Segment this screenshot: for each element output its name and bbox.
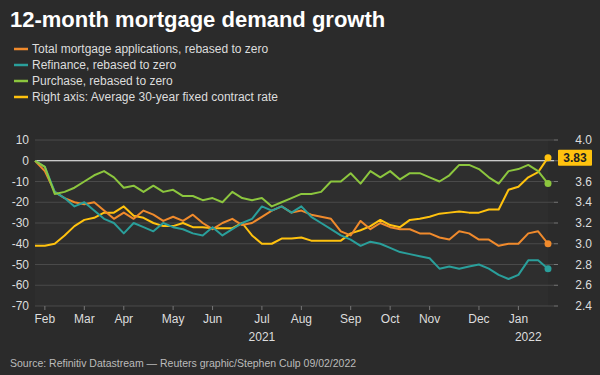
grid-line: [35, 243, 554, 244]
y2-tick: [554, 160, 558, 161]
y-tick-label: -20: [12, 195, 30, 209]
grid-line: [35, 306, 554, 307]
legend-label: Total mortgage applications, rebased to …: [32, 42, 268, 56]
series-line: [35, 161, 548, 246]
year-label: 2022: [515, 330, 542, 344]
y2-tick: [554, 202, 558, 203]
x-tick: [390, 306, 391, 310]
x-tick-label: Feb: [35, 312, 56, 326]
y2-tick-label: 3.6: [575, 175, 592, 189]
y2-tick: [554, 285, 558, 286]
end-marker: [545, 180, 552, 187]
x-tick: [44, 306, 45, 310]
end-marker: [545, 265, 552, 272]
series-line: [35, 158, 548, 246]
x-tick: [212, 306, 213, 310]
x-tick-label: Jul: [254, 312, 269, 326]
end-marker: [545, 240, 552, 247]
y2-tick-label: 2.4: [575, 299, 592, 313]
legend-swatch: [14, 48, 28, 51]
zero-line: [35, 160, 554, 161]
x-tick: [301, 306, 302, 310]
y-tick-label: -60: [12, 278, 30, 292]
x-tick-label: Sep: [340, 312, 362, 326]
year-label: 2021: [249, 330, 276, 344]
series-line: [35, 161, 548, 207]
x-tick: [84, 306, 85, 310]
series-line: [35, 161, 548, 279]
x-tick-label: Dec: [468, 312, 489, 326]
y2-tick: [554, 181, 558, 182]
legend-label: Right axis: Average 30-year fixed contra…: [32, 90, 278, 104]
y-tick-label: -40: [12, 237, 30, 251]
y2-tick-label: 2.8: [575, 258, 592, 272]
legend: Total mortgage applications, rebased to …: [14, 42, 278, 104]
grid-line: [35, 140, 554, 141]
grid-line: [35, 181, 554, 182]
x-tick: [518, 306, 519, 310]
x-tick-label: Apr: [114, 312, 133, 326]
x-tick: [350, 306, 351, 310]
x-tick-label: Jan: [509, 312, 528, 326]
marks: [35, 158, 548, 279]
legend-swatch: [14, 64, 28, 67]
background: [0, 0, 600, 375]
y-tick-label: -30: [12, 216, 30, 230]
x-tick: [123, 306, 124, 310]
x-tick-label: May: [162, 312, 185, 326]
y2-tick-label: 4.0: [575, 133, 592, 147]
x-tick-label: Aug: [291, 312, 312, 326]
y2-tick: [554, 223, 558, 224]
legend-swatch: [14, 80, 28, 83]
annotation-dot: [545, 154, 552, 161]
y2-tick-label: 3.2: [575, 216, 592, 230]
y-tick-label: -50: [12, 258, 30, 272]
x-tick: [261, 306, 262, 310]
x-tick: [429, 306, 430, 310]
x-tick-label: Oct: [381, 312, 400, 326]
y2-tick: [554, 264, 558, 265]
y-tick-label: -70: [12, 299, 30, 313]
legend-swatch: [14, 96, 28, 99]
y2-tick: [554, 140, 558, 141]
annotation-box: [558, 150, 592, 166]
legend-label: Purchase, rebased to zero: [32, 74, 173, 88]
y2-tick-label: 3.0: [575, 237, 592, 251]
title: 12-month mortgage demand growth: [10, 7, 385, 32]
grid-line: [35, 285, 554, 286]
x-tick-label: Jun: [203, 312, 222, 326]
annotation-label: 3.83: [563, 151, 587, 165]
y2-tick: [554, 306, 558, 307]
source: Source: Refinitiv Datastream — Reuters g…: [10, 357, 356, 369]
y-tick-label: -10: [12, 175, 30, 189]
y-tick-label: 10: [16, 133, 30, 147]
x-tick: [173, 306, 174, 310]
grid-line: [35, 202, 554, 203]
y2-tick: [554, 243, 558, 244]
y2-tick-label: 3.4: [575, 195, 592, 209]
y-tick-label: 0: [22, 154, 29, 168]
x-tick-label: Mar: [74, 312, 95, 326]
x-tick-label: Nov: [419, 312, 440, 326]
legend-label: Refinance, rebased to zero: [32, 58, 176, 72]
y2-tick-label: 2.6: [575, 278, 592, 292]
chart: 12-month mortgage demand growth Total mor…: [0, 0, 600, 375]
x-tick: [478, 306, 479, 310]
